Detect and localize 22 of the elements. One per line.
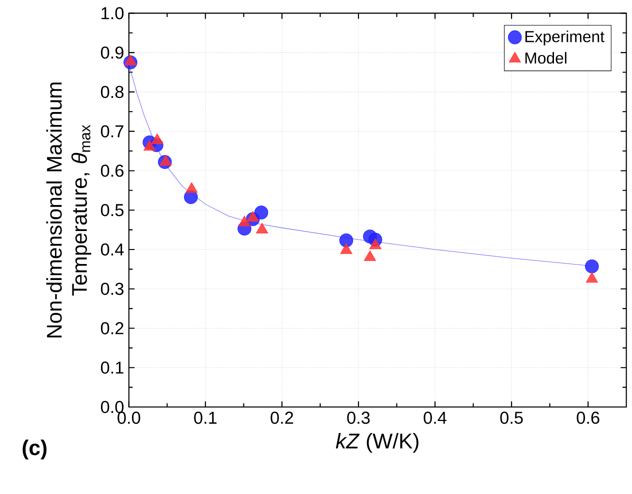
legend-label: Model <box>525 52 566 64</box>
y-tick-label: 0.1 <box>100 362 124 374</box>
y-tick-label: 1.0 <box>102 7 124 20</box>
y-tick-label: 0.9 <box>100 46 124 59</box>
x-tick-label: 0.4 <box>424 412 446 424</box>
x-tick-label: 0.6 <box>576 412 600 424</box>
y-tick-label: 0.2 <box>100 322 124 334</box>
y-tick-label: 0.5 <box>100 204 124 216</box>
y-tick-label: 0.3 <box>100 282 124 296</box>
y-tick-label: 0.4 <box>100 244 124 256</box>
x-tick-label: 0.5 <box>500 412 523 424</box>
legend-label: Experiment <box>525 30 604 46</box>
y-tick-label: 0.6 <box>100 164 124 177</box>
x-tick-label: 0.1 <box>194 412 217 424</box>
text: (c) <box>22 440 46 460</box>
x-axis-title: kZ (W/K) <box>336 433 418 453</box>
x-tick-label: 0.2 <box>270 412 294 424</box>
y-tick-label: 0.0 <box>100 401 124 414</box>
y-tick-label: 0.8 <box>100 86 124 98</box>
x-tick-label: 0.0 <box>118 412 140 424</box>
x-tick-label: 0.3 <box>347 412 370 424</box>
y-tick-label: 0.7 <box>100 125 124 138</box>
